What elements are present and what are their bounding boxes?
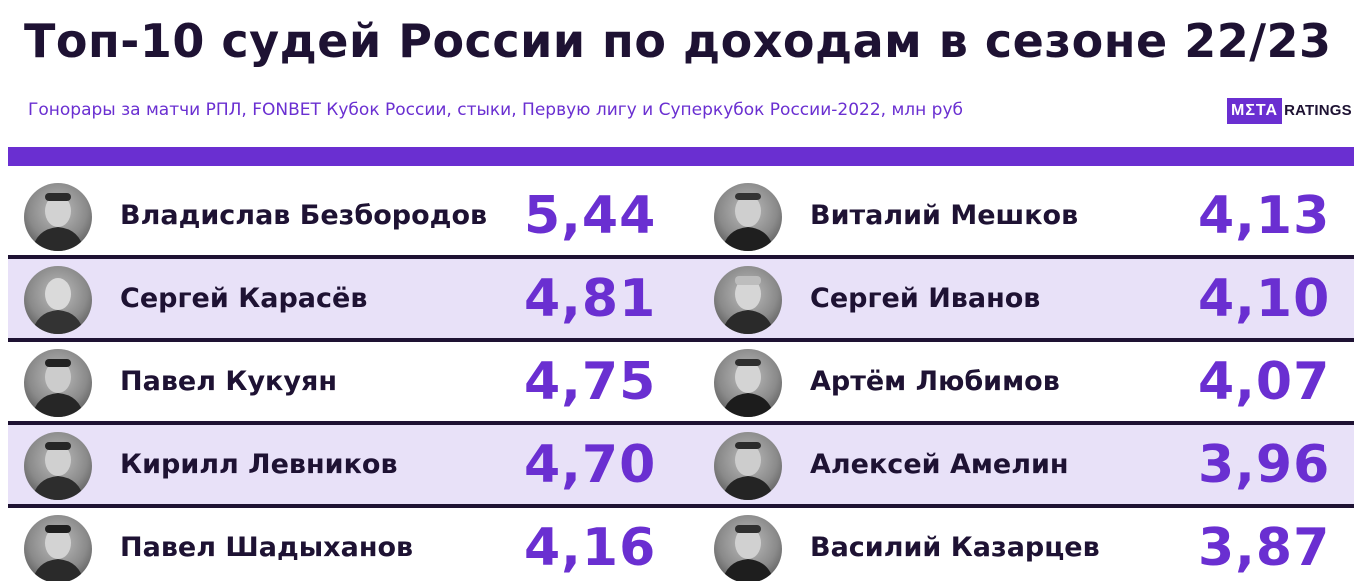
- referee-portrait-icon: [714, 266, 782, 334]
- referee-income-value: 4,75: [524, 352, 657, 412]
- table-row: Павел Шадыханов 4,16 Василий Казарцев 3,…: [8, 508, 1354, 581]
- referee-income-value: 4,13: [1198, 186, 1331, 246]
- ranking-table: Владислав Безбородов 5,44 Виталий Мешков…: [8, 176, 1354, 581]
- referee-cell-right: Василий Казарцев 3,87: [698, 508, 1354, 581]
- referee-cell-right: Виталий Мешков 4,13: [698, 176, 1354, 255]
- referee-portrait-icon: [714, 515, 782, 581]
- referee-income-value: 3,96: [1198, 435, 1331, 495]
- metaratings-logo: MΣTA RATINGS: [1227, 98, 1352, 124]
- referee-cell-left: Владислав Безбородов 5,44: [8, 176, 688, 255]
- referee-portrait-icon: [24, 266, 92, 334]
- referee-name: Владислав Безбородов: [120, 200, 488, 231]
- referee-income-value: 4,10: [1198, 269, 1331, 329]
- referee-name: Артём Любимов: [810, 366, 1060, 397]
- referee-name: Сергей Карасёв: [120, 283, 368, 314]
- logo-ratings-text: RATINGS: [1284, 102, 1352, 119]
- referee-income-value: 4,16: [524, 518, 657, 578]
- referee-cell-left: Павел Кукуян 4,75: [8, 342, 688, 421]
- referee-portrait-icon: [714, 183, 782, 251]
- referee-cell-right: Алексей Амелин 3,96: [698, 425, 1354, 504]
- referee-cell-left: Кирилл Левников 4,70: [8, 425, 688, 504]
- referee-income-value: 4,07: [1198, 352, 1331, 412]
- referee-portrait-icon: [24, 349, 92, 417]
- referee-name: Алексей Амелин: [810, 449, 1069, 480]
- referee-portrait-icon: [714, 432, 782, 500]
- referee-cell-left: Павел Шадыханов 4,16: [8, 508, 688, 581]
- referee-cell-left: Сергей Карасёв 4,81: [8, 259, 688, 338]
- page-title: Топ-10 судей России по доходам в сезоне …: [24, 14, 1332, 68]
- referee-name: Сергей Иванов: [810, 283, 1041, 314]
- table-row: Павел Кукуян 4,75 Артём Любимов 4,07: [8, 342, 1354, 425]
- referee-portrait-icon: [714, 349, 782, 417]
- referee-income-value: 5,44: [524, 186, 657, 246]
- referee-portrait-icon: [24, 515, 92, 581]
- referee-income-value: 3,87: [1198, 518, 1331, 578]
- table-row: Кирилл Левников 4,70 Алексей Амелин 3,96: [8, 425, 1354, 508]
- referee-name: Павел Шадыханов: [120, 532, 414, 563]
- referee-name: Василий Казарцев: [810, 532, 1100, 563]
- referee-income-value: 4,81: [524, 269, 657, 329]
- page-subtitle: Гонорары за матчи РПЛ, FONBET Кубок Росс…: [28, 100, 963, 120]
- header-divider-bar: [8, 147, 1354, 166]
- referee-portrait-icon: [24, 183, 92, 251]
- referee-name: Кирилл Левников: [120, 449, 398, 480]
- logo-meta-text: MΣTA: [1227, 98, 1283, 124]
- table-row: Сергей Карасёв 4,81 Сергей Иванов 4,10: [8, 259, 1354, 342]
- referee-name: Павел Кукуян: [120, 366, 337, 397]
- referee-cell-right: Артём Любимов 4,07: [698, 342, 1354, 421]
- referee-portrait-icon: [24, 432, 92, 500]
- table-row: Владислав Безбородов 5,44 Виталий Мешков…: [8, 176, 1354, 259]
- referee-name: Виталий Мешков: [810, 200, 1079, 231]
- referee-income-value: 4,70: [524, 435, 657, 495]
- referee-cell-right: Сергей Иванов 4,10: [698, 259, 1354, 338]
